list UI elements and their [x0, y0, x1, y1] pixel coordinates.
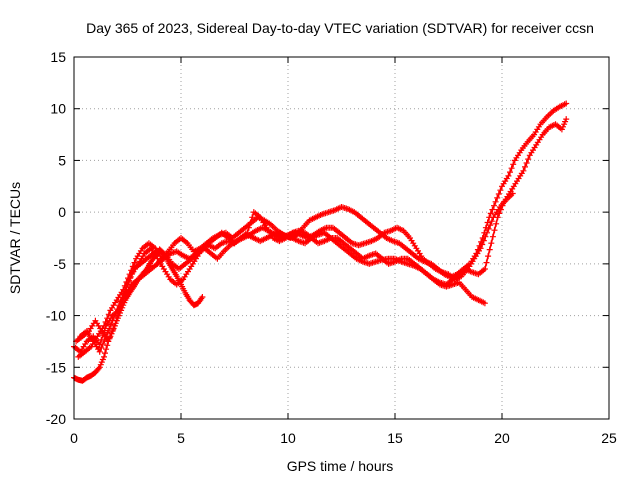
y-tick-label: -10: [46, 308, 66, 324]
series-group: [71, 100, 570, 384]
y-tick-label: 0: [58, 204, 66, 220]
x-tick-label: 0: [70, 430, 78, 446]
y-tick-label: -5: [54, 256, 67, 272]
x-tick-label: 25: [601, 430, 617, 446]
series-markers-track-b: [71, 229, 488, 355]
x-tick-label: 10: [280, 430, 296, 446]
series-line-track-b: [73, 232, 486, 353]
grid-lines: [74, 57, 609, 419]
x-tick-label: 15: [387, 430, 403, 446]
chart-title: Day 365 of 2023, Sidereal Day-to-day VTE…: [86, 20, 594, 36]
y-tick-label: 5: [58, 152, 66, 168]
y-axis-label: SDTVAR / TECUs: [7, 182, 23, 294]
y-tick-label: -20: [46, 411, 66, 427]
y-tick-label: -15: [46, 359, 66, 375]
series-line-track-a: [73, 248, 204, 382]
x-axis-label: GPS time / hours: [287, 458, 394, 474]
series-line-track-c: [75, 192, 514, 343]
x-tick-label: 5: [177, 430, 185, 446]
plot-frame: [73, 56, 610, 420]
y-tick-label: 10: [50, 101, 66, 117]
axis-ticks: 0 5 10 15 20 25 -20 -15 -10 -5 0 5 10 15: [46, 49, 617, 446]
y-tick-label: 15: [50, 49, 66, 65]
series-markers-track-e: [77, 116, 570, 355]
series-markers-track-c: [73, 190, 516, 345]
x-tick-label: 20: [494, 430, 510, 446]
